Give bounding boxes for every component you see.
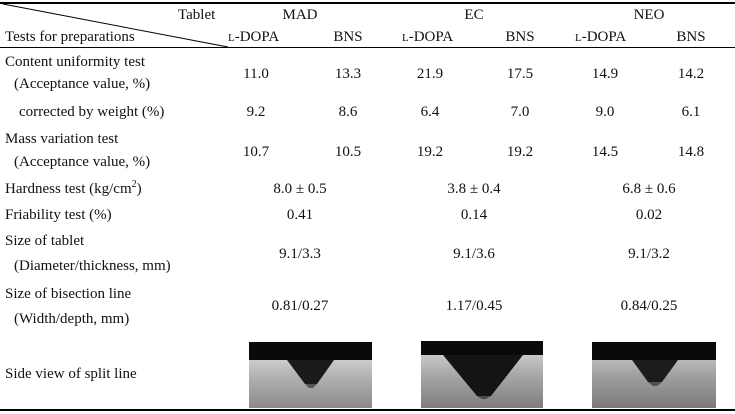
cell-corr-neo-ldopa: 9.0 (595, 104, 615, 120)
cell-bisection-neo: 0.84/0.25 (620, 298, 678, 314)
group-header-mad: MAD (282, 7, 318, 23)
group-header-neo: NEO (633, 7, 665, 23)
cell-mv-mad-ldopa: 10.7 (242, 144, 270, 160)
corner-tests-label: Tests for preparations (5, 29, 135, 45)
row-label-content-uniformity-sub: (Acceptance value, %) (14, 76, 151, 92)
cell-size-ec: 9.1/3.6 (453, 246, 495, 262)
row-label-size-sub: (Diameter/thickness, mm) (14, 258, 171, 274)
sub-header-bns-ec: BNS (505, 29, 535, 45)
cell-mv-neo-bns: 14.8 (677, 144, 705, 160)
cell-corr-ec-bns: 7.0 (510, 104, 530, 120)
row-label-mass-variation: Mass variation test (5, 131, 119, 147)
cell-hardness-neo: 6.8 ± 0.6 (622, 181, 676, 197)
sub-header-bns-mad: BNS (333, 29, 363, 45)
cell-hardness-ec: 3.8 ± 0.4 (447, 181, 501, 197)
cell-mv-ec-bns: 19.2 (506, 144, 534, 160)
sub-header-bns-neo: BNS (676, 29, 706, 45)
group-header-ec: EC (464, 7, 484, 23)
split-line-image-mad (249, 342, 372, 408)
cell-mv-neo-ldopa: 14.5 (591, 144, 619, 160)
cell-bisection-mad: 0.81/0.27 (271, 298, 329, 314)
cell-friability-mad: 0.41 (286, 207, 314, 223)
sub-header-ldopa-mad: L-DOPA (228, 29, 280, 45)
cell-size-neo: 9.1/3.2 (628, 246, 670, 262)
corner-diagonal (2, 3, 229, 48)
row-label-friability: Friability test (%) (5, 207, 112, 223)
cell-hardness-mad: 8.0 ± 0.5 (273, 181, 327, 197)
row-label-corrected: corrected by weight (%) (19, 104, 165, 120)
row-label-side-view: Side view of split line (5, 366, 137, 382)
header-rule (0, 47, 735, 48)
cell-bisection-ec: 1.17/0.45 (445, 298, 503, 314)
cell-corr-ec-ldopa: 6.4 (420, 104, 440, 120)
cell-mv-mad-bns: 10.5 (334, 144, 362, 160)
cell-corr-mad-bns: 8.6 (338, 104, 358, 120)
row-label-bisection: Size of bisection line (5, 286, 132, 302)
cell-corr-mad-ldopa: 9.2 (246, 104, 266, 120)
top-rule (0, 2, 735, 4)
row-label-size: Size of tablet (5, 233, 85, 249)
cell-cu-ec-bns: 17.5 (506, 66, 534, 82)
cell-size-mad: 9.1/3.3 (279, 246, 321, 262)
cell-cu-mad-ldopa: 11.0 (243, 66, 269, 82)
bottom-rule (0, 409, 735, 411)
cell-cu-neo-ldopa: 14.9 (591, 66, 619, 82)
split-line-image-ec (421, 341, 543, 408)
corner-tablet-label: Tablet (178, 7, 216, 23)
row-label-hardness: Hardness test (kg/cm2) (5, 179, 142, 198)
cell-cu-neo-bns: 14.2 (677, 66, 705, 82)
row-label-content-uniformity: Content uniformity test (5, 54, 145, 70)
row-label-bisection-sub: (Width/depth, mm) (14, 311, 130, 327)
cell-cu-mad-bns: 13.3 (334, 66, 362, 82)
cell-cu-ec-ldopa: 21.9 (416, 66, 444, 82)
sub-header-ldopa-ec: L-DOPA (402, 29, 454, 45)
cell-mv-ec-ldopa: 19.2 (416, 144, 444, 160)
row-label-mass-variation-sub: (Acceptance value, %) (14, 154, 151, 170)
cell-friability-ec: 0.14 (460, 207, 488, 223)
split-line-image-neo (592, 342, 716, 408)
cell-corr-neo-bns: 6.1 (681, 104, 701, 120)
cell-friability-neo: 0.02 (635, 207, 663, 223)
sub-header-ldopa-neo: L-DOPA (575, 29, 627, 45)
